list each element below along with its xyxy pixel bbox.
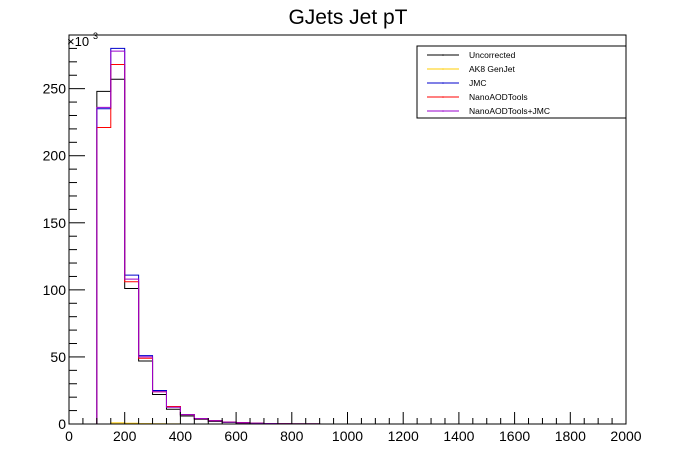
legend-marker-jmc xyxy=(442,82,444,84)
x-tick-label: 2000 xyxy=(610,428,641,444)
y-tick-label: 100 xyxy=(43,282,67,298)
x-tick-label: 1800 xyxy=(555,428,586,444)
legend-marker-uncorrected xyxy=(442,54,444,56)
legend-label-nanoaodtools-jmc: NanoAODTools+JMC xyxy=(469,106,550,116)
legend: Uncorrected AK8 GenJet JMC NanoAODTools Nano… xyxy=(416,45,627,119)
x-tick-label: 600 xyxy=(224,428,248,444)
legend-label-ak8-genjet: AK8 GenJet xyxy=(469,64,515,74)
x-tick-label: 1200 xyxy=(388,428,419,444)
x-tick-label: 1000 xyxy=(332,428,363,444)
y-tick-label: 200 xyxy=(43,148,67,164)
legend-label-jmc: JMC xyxy=(469,78,486,88)
y-tick-label: 0 xyxy=(58,416,66,432)
legend-label-uncorrected: Uncorrected xyxy=(469,50,516,60)
y-tick-label: 50 xyxy=(50,349,66,365)
axes-layer: 0 200 400 600 800 1000 1200 1400 1600 1800 2000 0 50… xyxy=(43,34,642,444)
legend-marker-nanoaodtools-jmc xyxy=(442,110,444,112)
legend-box xyxy=(416,45,627,119)
x-tick-label: 200 xyxy=(113,428,137,444)
x-tick-label: 1400 xyxy=(443,428,474,444)
legend-marker-ak8-genjet xyxy=(442,68,444,70)
chart-title: GJets Jet pT xyxy=(288,6,407,29)
x-tick-label: 1600 xyxy=(499,428,530,444)
y-multiplier-exponent: 3 xyxy=(93,31,98,41)
y-tick-label: 150 xyxy=(43,215,67,231)
y-multiplier-label: ×10 xyxy=(67,34,89,49)
x-tick-label: 800 xyxy=(280,428,304,444)
y-tick-label: 250 xyxy=(43,81,67,97)
legend-label-nanoaodtools: NanoAODTools xyxy=(469,92,528,102)
legend-marker-nanoaodtools xyxy=(442,96,444,98)
x-tick-label: 0 xyxy=(65,428,73,444)
x-tick-label: 400 xyxy=(169,428,193,444)
